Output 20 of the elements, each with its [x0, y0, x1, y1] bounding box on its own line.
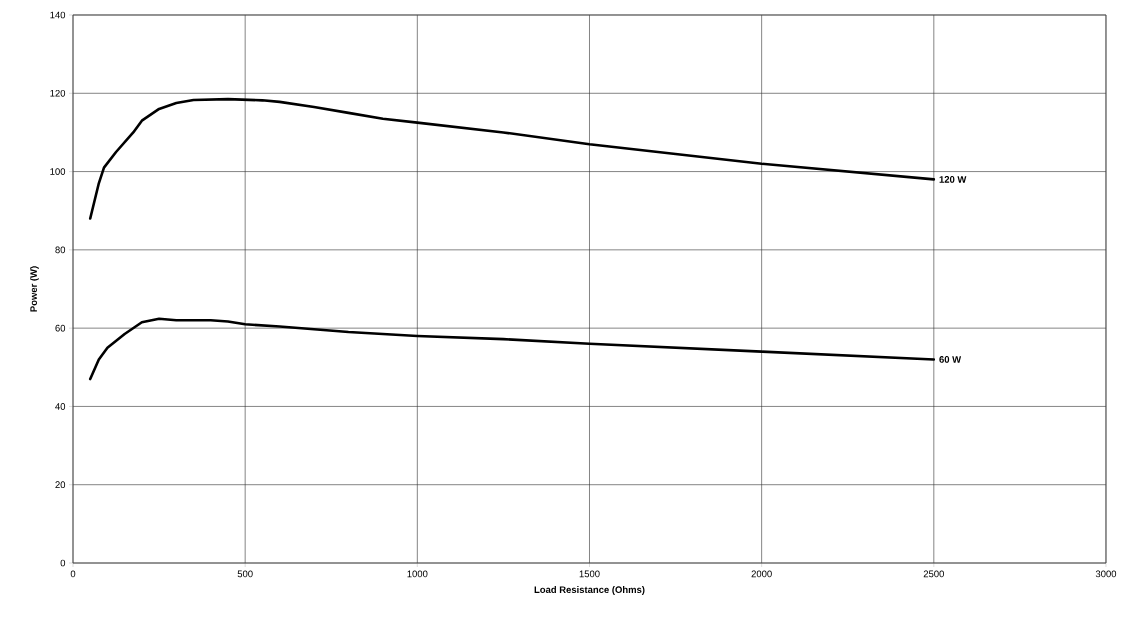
x-tick-label: 1000	[407, 570, 428, 578]
x-tick-label: 2500	[923, 570, 944, 578]
series-label: 120 W	[939, 176, 967, 183]
y-axis-title: Power (W)	[30, 266, 39, 312]
y-tick-label: 80	[55, 246, 66, 254]
y-tick-label: 60	[55, 324, 66, 332]
series-label: 60 W	[939, 356, 962, 363]
x-tick-label: 1500	[579, 570, 600, 578]
y-tick-label: 140	[50, 11, 66, 19]
line-series	[88, 317, 936, 381]
y-tick-label: 0	[60, 559, 66, 567]
y-tick-label: 100	[50, 168, 66, 175]
x-tick-label: 500	[237, 570, 253, 578]
y-tick-label: 40	[55, 403, 66, 410]
y-tick-label: 20	[55, 481, 66, 489]
y-tick-label: 120	[50, 89, 66, 97]
x-tick-label: 0	[70, 570, 76, 578]
x-tick-label: 2000	[751, 570, 772, 578]
x-tick-label: 3000	[1095, 570, 1117, 578]
x-axis-title: Load Resistance (Ohms)	[534, 586, 645, 595]
